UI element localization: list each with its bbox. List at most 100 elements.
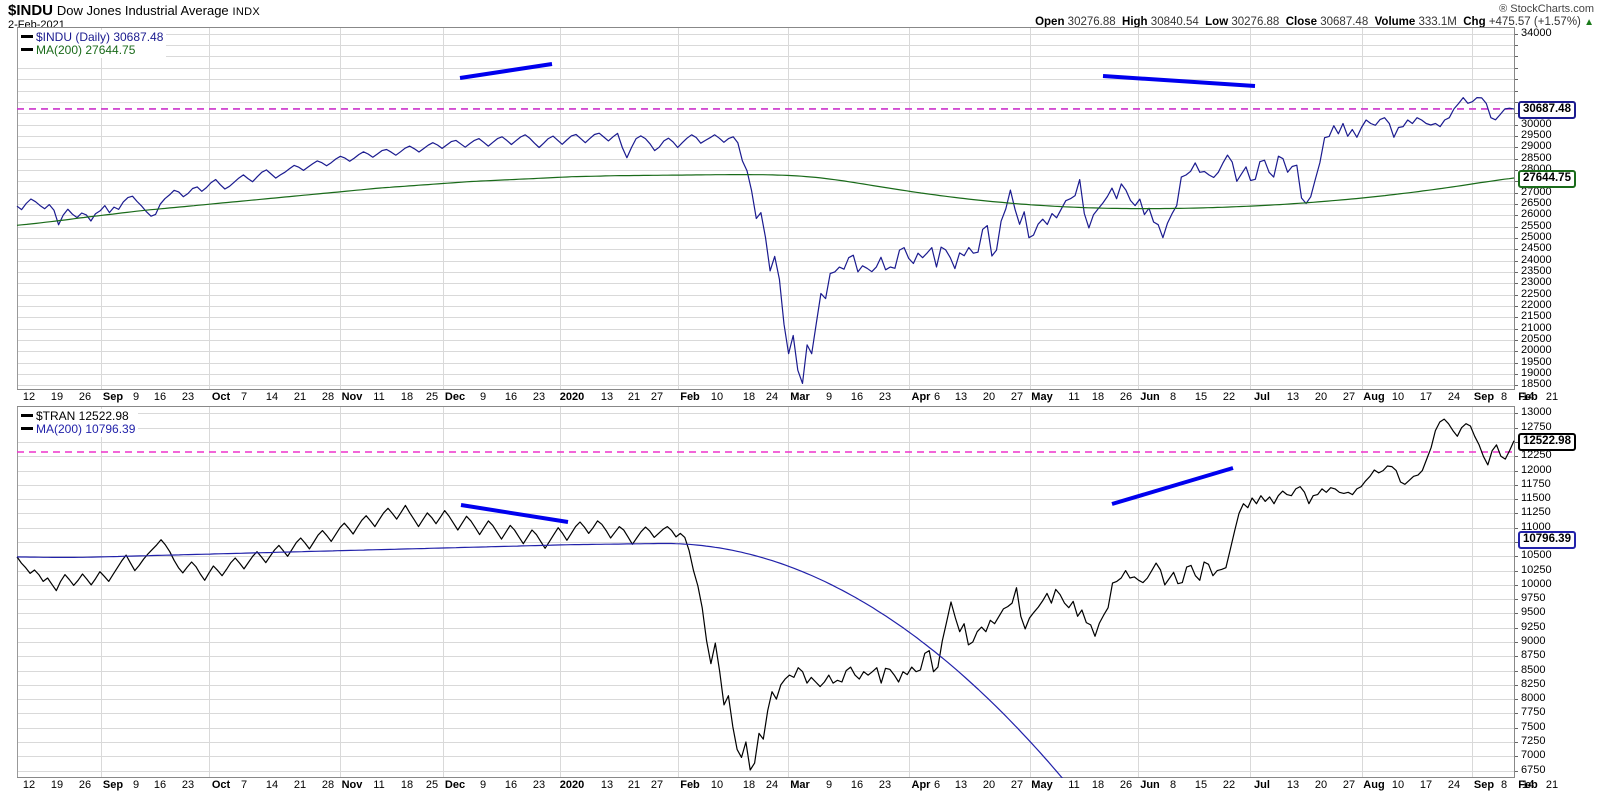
x-axis-tick-label: Jul — [1254, 391, 1270, 403]
x-axis-tick-label: 26 — [1119, 391, 1133, 403]
y-axis-tick-label: 7250 — [1521, 735, 1546, 747]
y-axis-tick-label: 9250 — [1521, 620, 1546, 633]
tran-legend: $TRAN 12522.98 MA(200) 10796.39 — [18, 409, 139, 437]
x-axis-tick-label: 13 — [954, 779, 968, 791]
y-axis-tick-label: 12000 — [1521, 463, 1552, 476]
y-axis-tick-label: 26000 — [1521, 208, 1552, 221]
x-axis-tick-label: 9 — [132, 391, 140, 403]
x-axis-tick-label: 9 — [132, 779, 140, 791]
y-axis-tick-label: 27000 — [1521, 185, 1552, 198]
x-axis-tick-label: 27 — [1010, 391, 1024, 403]
y-axis-tick-label: 21000 — [1521, 321, 1552, 334]
x-axis-tick-label: 7 — [240, 779, 248, 791]
high-value: 30840.54 — [1150, 16, 1199, 28]
symbol-ticker: $INDU — [8, 2, 54, 19]
x-axis-tick-label: Nov — [341, 779, 363, 791]
x-axis-tick-label: 17 — [1419, 779, 1433, 791]
y-axis-tick-label: 25500 — [1521, 219, 1552, 232]
x-axis-tick-label: Sep — [102, 779, 124, 791]
y-axis-tick-label: 7750 — [1521, 706, 1546, 719]
x-axis-tick-label: 21 — [1545, 391, 1559, 403]
x-axis-tick-label: 19 — [50, 391, 64, 403]
x-axis-tick-label: 27 — [650, 391, 664, 403]
x-axis-tick-label: 27 — [1342, 779, 1356, 791]
x-axis-tick-label: 8 — [1500, 779, 1508, 791]
y-axis-tick-label: 10250 — [1521, 563, 1552, 576]
y-axis-tick-label: 20500 — [1521, 333, 1552, 346]
x-axis-tick-label: 10 — [1391, 391, 1405, 403]
x-axis-tick-label: Jul — [1254, 779, 1270, 791]
x-axis-tick-label: 18 — [400, 391, 414, 403]
y-axis-tick-label: 12250 — [1521, 449, 1552, 462]
x-axis-tick-label: 22 — [1222, 391, 1236, 403]
close-label: Close — [1285, 16, 1318, 28]
legend-label-tran: $TRAN 12522.98 — [36, 409, 129, 423]
x-axis-tick-label: 25 — [425, 779, 439, 791]
y-axis-tick-label: 11500 — [1521, 492, 1551, 505]
x-axis-tick-label: 21 — [1545, 779, 1559, 791]
y-axis-tick-label: 12750 — [1521, 420, 1552, 433]
x-axis-tick-label: Aug — [1363, 391, 1385, 403]
volume-label: Volume — [1374, 16, 1416, 28]
x-axis-tick-label: 20 — [1314, 779, 1328, 791]
x-axis-tick-label: 24 — [765, 779, 779, 791]
legend-swatch-icon — [21, 48, 33, 51]
x-axis-tick-label: Sep — [1473, 391, 1495, 403]
x-axis-tick-label: 11 — [373, 779, 385, 791]
x-axis-tick-label: 18 — [1091, 391, 1105, 403]
x-axis-tick-label: 13 — [600, 779, 614, 791]
x-axis-tick-label: 18 — [742, 391, 756, 403]
x-axis-tick-label: 16 — [850, 391, 864, 403]
indu-last-price-tag: 30687.48 — [1518, 100, 1576, 119]
x-axis-tick-label: 21 — [293, 779, 307, 791]
x-axis-tick-label: 27 — [650, 779, 664, 791]
chg-label: Chg — [1463, 16, 1486, 28]
x-axis-tick-label: 14 — [1521, 779, 1535, 791]
x-axis-tick-label: 18 — [1091, 779, 1105, 791]
indu-price-pane — [0, 27, 1600, 390]
top-x-axis-labels: 12 19 26 Sep 9 16 23 Oct 7 14 21 28 Nov 11 18 25 Dec 9 16 2… — [0, 391, 1600, 407]
x-axis-tick-label: 13 — [954, 391, 968, 403]
x-axis-tick-label: 12 — [22, 391, 36, 403]
y-axis-tick-label: 11750 — [1521, 477, 1551, 490]
y-axis-tick-label: 23500 — [1521, 265, 1552, 278]
y-axis-tick-label: 26500 — [1521, 196, 1552, 209]
x-axis-tick-label: 20 — [982, 779, 996, 791]
x-axis-tick-label: 13 — [1286, 779, 1300, 791]
x-axis-tick-label: 13 — [1286, 391, 1300, 403]
y-axis-tick-label: 10000 — [1521, 577, 1552, 590]
x-axis-tick-label: 24 — [1447, 779, 1461, 791]
legend-label-ma200: MA(200) 10796.39 — [36, 422, 136, 436]
x-axis-tick-label: Mar — [790, 391, 810, 403]
x-axis-tick-label: 20 — [982, 391, 996, 403]
x-axis-tick-label: Aug — [1363, 779, 1385, 791]
x-axis-tick-label: 24 — [765, 391, 779, 403]
x-axis-tick-label: 27 — [1010, 779, 1024, 791]
x-axis-tick-label: Sep — [1473, 779, 1495, 791]
tran-ma200-tag: 10796.39 — [1518, 531, 1576, 550]
x-axis-tick-label: 23 — [878, 391, 892, 403]
x-axis-tick-label: 26 — [1119, 779, 1133, 791]
x-axis-tick-label: 16 — [153, 779, 167, 791]
up-arrow-icon: ▲ — [1584, 17, 1594, 28]
x-axis-tick-label: 19 — [50, 779, 64, 791]
x-axis-tick-label: 15 — [1194, 391, 1208, 403]
legend-swatch-icon — [21, 414, 33, 417]
y-axis-tick-label: 23000 — [1521, 276, 1552, 289]
x-axis-tick-label: 23 — [181, 391, 195, 403]
x-axis-tick-label: Dec — [444, 391, 466, 403]
y-axis-tick-label: 10500 — [1521, 549, 1552, 562]
y-axis-tick-label: 13000 — [1521, 406, 1552, 419]
x-axis-tick-label: 21 — [627, 779, 641, 791]
y-axis-tick-label: 22000 — [1521, 299, 1552, 312]
indu-legend: $INDU (Daily) 30687.48 MA(200) 27644.75 — [18, 30, 167, 58]
y-axis-tick-label: 11250 — [1521, 506, 1551, 519]
low-value: 30276.88 — [1231, 16, 1280, 28]
x-axis-tick-label: 11 — [373, 391, 385, 403]
legend-label-ma200: MA(200) 27644.75 — [36, 43, 136, 57]
x-axis-tick-label: 24 — [1447, 391, 1461, 403]
x-axis-tick-label: Dec — [444, 779, 466, 791]
x-axis-tick-label: 27 — [1342, 391, 1356, 403]
x-axis-tick-label: 18 — [400, 779, 414, 791]
